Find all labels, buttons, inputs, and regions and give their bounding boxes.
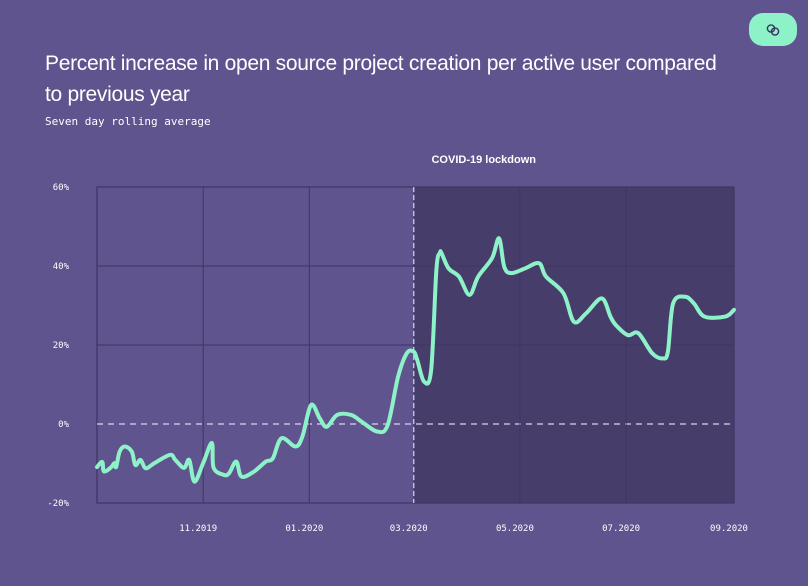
x-tick-label: 03.2020: [390, 524, 428, 534]
x-tick-label: 07.2020: [602, 524, 640, 534]
y-tick-label: 60%: [53, 183, 70, 193]
y-tick-label: 20%: [53, 341, 70, 351]
chart-title: Percent increase in open source project …: [45, 52, 717, 106]
link-icon: [766, 23, 780, 36]
x-tick-label: 01.2020: [285, 524, 323, 534]
lockdown-annotation-label: COVID-19 lockdown: [431, 154, 536, 166]
y-tick-label: 40%: [53, 262, 70, 272]
y-tick-label: 0%: [58, 420, 69, 430]
chart-subtitle: Seven day rolling average: [45, 115, 211, 128]
x-tick-label: 05.2020: [496, 524, 534, 534]
y-tick-label: -20%: [47, 499, 69, 509]
x-tick-label: 11.2019: [179, 524, 217, 534]
x-tick-label: 09.2020: [710, 524, 748, 534]
copy-link-button[interactable]: [749, 13, 797, 46]
series-line: [95, 236, 736, 484]
